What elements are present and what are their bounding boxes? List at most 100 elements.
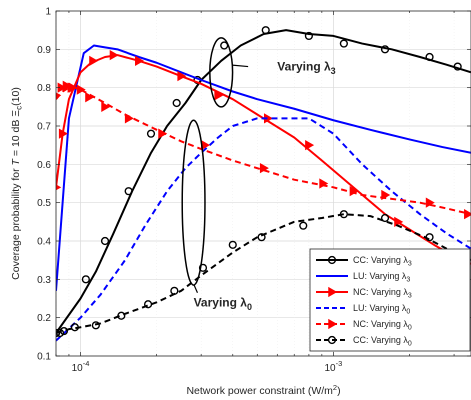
- legend-label-sub: 0: [406, 309, 410, 316]
- series-4-point: [259, 163, 269, 174]
- legend-entry: CC: Varying λ3: [316, 255, 412, 268]
- series-2-point: [214, 90, 224, 101]
- series-0-point: [100, 236, 110, 246]
- y-tick-label: 0.6: [37, 160, 51, 171]
- series-1: [56, 44, 471, 291]
- series-4-point: [381, 189, 391, 201]
- annotation-label-sub: 3: [331, 66, 336, 76]
- annotation-connector-0: [232, 64, 249, 68]
- series-4-point: [68, 82, 78, 93]
- series-5-point: [425, 233, 434, 242]
- y-tick-label: 0.5: [37, 198, 51, 209]
- series-5-point: [59, 326, 69, 336]
- y-axis-label-italic-t: T: [10, 157, 22, 165]
- legend-entry: NC: Varying λ3: [316, 286, 412, 300]
- series-0-point: [146, 129, 156, 138]
- legend-label-sub: 0: [408, 325, 412, 332]
- series-2-point: [56, 184, 62, 191]
- series-2-point: [177, 71, 187, 82]
- legend-label-base: LU: Varying λ: [353, 303, 407, 313]
- y-tick-label: 0.8: [37, 83, 51, 94]
- series-4-point: [56, 92, 62, 99]
- x-axis-label-sup: 2: [333, 383, 337, 392]
- x-tick-base: 10: [325, 363, 337, 374]
- x-tick-exp: -4: [83, 359, 90, 368]
- x-axis-label-part-b: ): [337, 385, 341, 397]
- x-tick-labels: 10-4 10-3: [72, 359, 343, 374]
- series-5: [56, 210, 471, 338]
- legend-label: NC: Varying λ0: [353, 319, 412, 332]
- y-tick-label: 0.7: [37, 122, 51, 133]
- series-0-point: [124, 187, 133, 196]
- legend-label: LU: Varying λ3: [353, 271, 410, 284]
- series-2-point: [394, 216, 404, 227]
- legend-label-sub: 3: [406, 277, 410, 284]
- series-2: [56, 49, 471, 265]
- series-3: [56, 117, 471, 342]
- series-2-point: [109, 49, 119, 61]
- series-5-point: [339, 210, 348, 219]
- series-0-point: [380, 45, 390, 54]
- y-axis-label: Coverage probability for T = 10 dB Ξc(10…: [10, 87, 24, 280]
- series-2-point: [305, 140, 315, 151]
- series-5-point: [117, 311, 126, 320]
- series-line-3: [56, 117, 471, 342]
- series-4-point: [425, 197, 435, 208]
- legend-box: [309, 248, 471, 352]
- series-0-point: [261, 26, 270, 35]
- series-5-point: [170, 286, 179, 295]
- legend-label-base: LU: Varying λ: [353, 271, 407, 281]
- y-tick-label: 1: [45, 7, 51, 18]
- legend-label-base: NC: Varying λ: [353, 319, 408, 329]
- legend-swatch-marker: [327, 255, 337, 265]
- series-5-point: [198, 263, 208, 272]
- x-tick-exp: -3: [336, 359, 343, 368]
- series-5-point: [91, 321, 100, 330]
- series-5-point: [257, 233, 266, 242]
- series-0-point: [304, 31, 313, 41]
- x-tick-label: 10-3: [325, 359, 343, 374]
- annotation-label-base: Varying λ: [194, 295, 248, 309]
- y-axis-label-sub: c: [15, 106, 24, 110]
- legend-entry: LU: Varying λ3: [316, 271, 410, 284]
- x-axis-label: Network power constraint (W/m2): [186, 383, 340, 397]
- legend-entry: LU: Varying λ0: [316, 303, 410, 316]
- series-4-point: [124, 113, 134, 124]
- y-axis-label-part-c: (10): [10, 87, 22, 106]
- y-axis-label-part-b: = 10 dB Ξ: [10, 110, 22, 159]
- x-tick-base: 10: [72, 363, 84, 374]
- series-5-point: [299, 221, 308, 230]
- y-tick-label: 0.3: [37, 275, 51, 286]
- y-tick-labels: 0.1 0.2 0.3 0.4 0.5 0.6 0.7 0.8 0.9 1: [37, 7, 51, 363]
- annotation-ellipse-0: [209, 37, 234, 108]
- y-tick-label: 0.9: [37, 45, 51, 56]
- series-0-point: [425, 52, 434, 62]
- legend-swatch-marker: [327, 335, 337, 345]
- series-5-point: [380, 213, 390, 223]
- series-4-point: [464, 209, 471, 220]
- legend-entry: CC: Varying λ0: [316, 335, 412, 348]
- series-line-5: [56, 213, 471, 334]
- series-2-point: [135, 55, 144, 66]
- series-5-point: [70, 323, 79, 332]
- series-line-2: [56, 54, 471, 265]
- legend-swatch-marker: [328, 318, 338, 330]
- annotation-ellipse-1: [181, 119, 206, 286]
- legend-label: NC: Varying λ3: [353, 287, 412, 300]
- annotation-label-sub: 0: [247, 302, 252, 312]
- y-tick-label: 0.2: [37, 313, 51, 324]
- series-4-point: [62, 80, 72, 91]
- series-0-point: [339, 39, 348, 48]
- series-0-point: [453, 62, 462, 71]
- legend-label-base: NC: Varying λ: [353, 287, 408, 297]
- legend-label-base: CC: Varying λ: [353, 335, 408, 345]
- series-0-point: [172, 98, 181, 108]
- x-axis-label-part-a: Network power constraint (W/m: [186, 385, 333, 397]
- annotation-connector-1: [193, 284, 198, 293]
- series-2-point: [89, 55, 99, 66]
- series-4: [56, 80, 471, 220]
- legend-label: LU: Varying λ0: [353, 303, 410, 316]
